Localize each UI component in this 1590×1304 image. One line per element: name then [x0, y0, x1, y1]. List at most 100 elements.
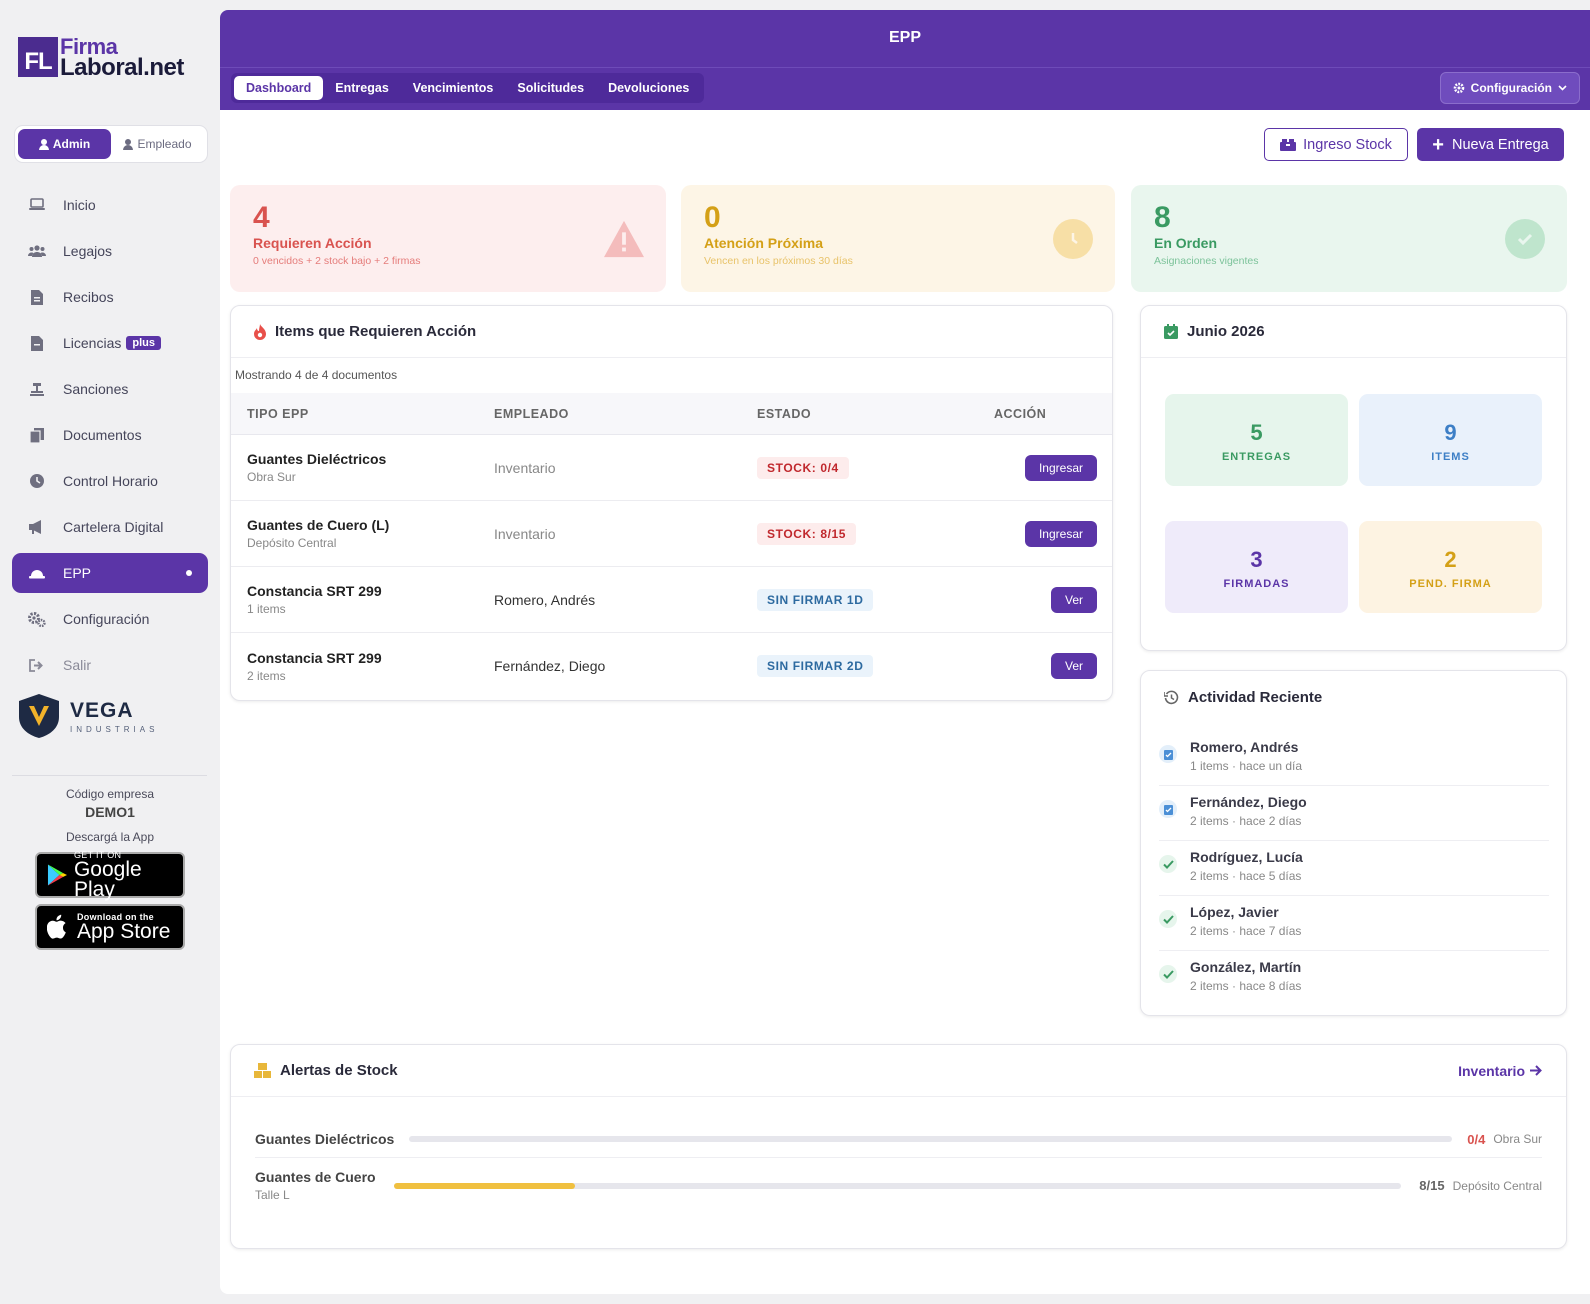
- tile-number: 9: [1444, 420, 1457, 445]
- role-empleado-button[interactable]: Empleado: [111, 129, 204, 159]
- receipt-icon: [28, 288, 46, 306]
- role-admin-button[interactable]: Admin: [18, 129, 111, 159]
- items-accion-header: Items que Requieren Acción: [231, 306, 1112, 358]
- actividad-header: Actividad Reciente: [1141, 671, 1566, 723]
- sidebar-item-label: Recibos: [63, 289, 114, 305]
- sidebar-item-label: Documentos: [63, 427, 142, 443]
- stock-count: 8/15: [1419, 1178, 1445, 1193]
- activity-meta: 2 items · hace 7 días: [1190, 924, 1302, 938]
- tab-vencimientos[interactable]: Vencimientos: [412, 81, 494, 95]
- app-store-button[interactable]: Download on the App Store: [35, 904, 185, 950]
- showing-count: Mostrando 4 de 4 documentos: [235, 368, 398, 382]
- google-play-small: GET IT ON: [73, 850, 122, 860]
- role-empleado-label: Empleado: [137, 137, 192, 151]
- role-toggle: Admin Empleado: [14, 125, 208, 163]
- sidebar-item-label: Legajos: [63, 243, 113, 259]
- sidebar-item-sanciones[interactable]: Sanciones: [12, 369, 208, 409]
- google-play-big: Google Play: [73, 858, 142, 901]
- epp-name: Constancia SRT 299: [247, 583, 382, 599]
- sidebar-item-salir[interactable]: Salir: [12, 645, 208, 685]
- kpi-label: Atención Próxima: [704, 235, 824, 251]
- kpi-en-orden[interactable]: 8 En Orden Asignaciones vigentes: [1131, 185, 1567, 292]
- boxes-icon: [1280, 138, 1297, 151]
- activity-item[interactable]: González, Martín 2 items · hace 8 días: [1159, 951, 1549, 1006]
- kpi-atencion-proxima[interactable]: 0 Atención Próxima Vencen en los próximo…: [681, 185, 1115, 292]
- table-row: Constancia SRT 299 2 items Fernández, Die…: [231, 633, 1112, 699]
- col-empleado: EMPLEADO: [494, 406, 569, 421]
- sidebar-item-label: Sanciones: [63, 381, 129, 397]
- activity-item[interactable]: Romero, Andrés 1 items · hace un día: [1159, 731, 1549, 786]
- tab-dashboard[interactable]: Dashboard: [234, 76, 324, 100]
- sidebar-item-label: Salir: [63, 657, 92, 673]
- kpi-number: 8: [1154, 201, 1171, 234]
- employee-name: Inventario: [494, 525, 556, 542]
- stock-location: Depósito Central: [1452, 1178, 1542, 1193]
- ingresar-button[interactable]: Ingresar: [1024, 454, 1097, 481]
- stock-level-bar: [393, 1182, 1402, 1189]
- stock-item-sub: Talle L: [255, 1188, 290, 1202]
- google-play-button[interactable]: GET IT ON Google Play: [35, 850, 185, 901]
- ver-button[interactable]: Ver: [1050, 653, 1097, 679]
- tab-entregas[interactable]: Entregas: [335, 81, 389, 95]
- tab-devoluciones[interactable]: Devoluciones: [608, 81, 690, 95]
- sidebar-item-documentos[interactable]: Documentos: [12, 415, 208, 455]
- activity-item[interactable]: López, Javier 2 items · hace 7 días: [1159, 896, 1549, 951]
- tile-number: 5: [1250, 420, 1263, 445]
- check-icon: [1159, 910, 1177, 928]
- page-title: EPP: [220, 10, 1590, 68]
- chevron-down-icon: [1558, 85, 1567, 91]
- kpi-requieren-accion[interactable]: 4 Requieren Acción 0 vencidos + 2 stock …: [230, 185, 666, 292]
- col-accion: ACCIÓN: [994, 406, 1047, 421]
- employee-name: Fernández, Diego: [494, 658, 606, 674]
- company-logo-name: VEGA: [70, 698, 134, 722]
- kpi-number: 0: [704, 201, 721, 234]
- ver-button[interactable]: Ver: [1050, 586, 1097, 613]
- sidebar-item-label: Configuración: [63, 611, 150, 627]
- ingreso-stock-label: Ingreso Stock: [1303, 136, 1392, 153]
- tab-solicitudes[interactable]: Solicitudes: [517, 81, 585, 95]
- activity-item[interactable]: Rodríguez, Lucía 2 items · hace 5 días: [1159, 841, 1549, 896]
- tile-items[interactable]: 9 ITEMS: [1359, 394, 1542, 486]
- check-circle-icon: [1505, 219, 1545, 259]
- stock-alert-row[interactable]: Guantes Dieléctricos 0/4 Obra Sur: [255, 1131, 1542, 1158]
- download-app-label: Descargá la App: [65, 830, 155, 844]
- tile-firmadas[interactable]: 3 FIRMADAS: [1165, 521, 1348, 613]
- plus-badge: plus: [126, 336, 161, 350]
- warning-icon: [604, 219, 644, 259]
- logo-line1: Firma: [60, 34, 118, 59]
- activity-item[interactable]: Fernández, Diego 2 items · hace 2 días: [1159, 786, 1549, 841]
- ingreso-stock-button[interactable]: Ingreso Stock: [1264, 128, 1408, 161]
- hardhat-icon: [28, 564, 46, 582]
- vega-shield-icon: [19, 694, 59, 738]
- tile-entregas[interactable]: 5 ENTREGAS: [1165, 394, 1348, 486]
- epp-location: 1 items: [247, 602, 286, 616]
- nueva-entrega-label: Nueva Entrega: [1451, 136, 1549, 153]
- tile-pend-firma[interactable]: 2 PEND. FIRMA: [1359, 521, 1542, 613]
- activity-meta: 1 items · hace un día: [1190, 759, 1303, 773]
- ingresar-button[interactable]: Ingresar: [1024, 520, 1097, 547]
- sidebar-item-licencias[interactable]: Licencias plus: [12, 323, 208, 363]
- activity-name: Fernández, Diego: [1190, 794, 1307, 810]
- sidebar-item-control-horario[interactable]: Control Horario: [12, 461, 208, 501]
- document-icon: [28, 334, 46, 352]
- gavel-icon: [28, 380, 46, 398]
- sidebar-item-epp[interactable]: EPP: [12, 553, 208, 593]
- sidebar-item-cartelera[interactable]: Cartelera Digital: [12, 507, 208, 547]
- users-icon: [28, 242, 46, 260]
- firmalaboral-logo[interactable]: FL Firma Laboral.net: [18, 34, 184, 80]
- sidebar-item-inicio[interactable]: Inicio: [12, 185, 208, 225]
- tile-number: 3: [1250, 547, 1263, 572]
- status-badge: SIN FIRMAR 2D: [757, 655, 874, 677]
- clock-icon: [1053, 219, 1093, 259]
- inventario-link[interactable]: Inventario: [1458, 1063, 1542, 1079]
- stock-alert-row[interactable]: Guantes de Cuero Talle L 8/15 Depósito C…: [255, 1169, 1542, 1202]
- kpi-sub: Asignaciones vigentes: [1154, 255, 1259, 267]
- sidebar-item-legajos[interactable]: Legajos: [12, 231, 208, 271]
- nueva-entrega-button[interactable]: + Nueva Entrega: [1417, 128, 1564, 161]
- tile-number: 2: [1444, 547, 1457, 572]
- sidebar-item-configuracion[interactable]: Configuración: [12, 599, 208, 639]
- sidebar-item-recibos[interactable]: Recibos: [12, 277, 208, 317]
- calendar-header: Junio 2026: [1141, 306, 1566, 358]
- company-logo: VEGA INDUSTRIAS: [18, 693, 158, 739]
- configuracion-dropdown[interactable]: Configuración: [1439, 72, 1580, 104]
